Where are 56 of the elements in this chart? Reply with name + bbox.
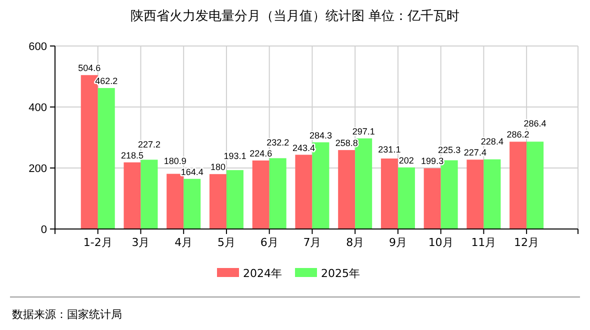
bar [269,158,286,229]
label: 199.3 [421,156,444,166]
y-tick-label: 600 [28,41,47,53]
label: 231.1 [378,144,401,154]
y-tick-label: 200 [28,163,47,175]
label: 224.6 [250,148,272,158]
label: 218.5 [120,150,144,160]
source-note: 数据来源：国家统计局 [12,308,122,321]
legend-label: 2025年 [321,267,360,280]
x-tick-label: 9月 [388,236,407,249]
bar [124,162,141,229]
x-tick-label: 12月 [514,236,540,249]
x-tick-label: 10月 [428,236,454,249]
x-tick-label: 5月 [217,236,236,249]
label: 164.4 [180,166,204,177]
label: 286.2 [506,130,530,140]
x-tick-label: 4月 [174,236,193,249]
y-tick-label: 0 [40,224,47,236]
bar [424,168,441,229]
label: 227.4 [464,148,486,158]
bar [140,160,158,229]
bar [338,150,356,229]
bar [209,174,226,229]
bar [226,170,244,229]
label: 286.4 [524,118,546,129]
bar [98,88,115,229]
bar [380,158,398,229]
x-tick-label: 6月 [260,236,278,249]
label: 225.3 [438,145,461,156]
label: 297.1 [352,126,375,136]
legend-label: 2024年 [243,267,282,280]
label: 232.2 [266,138,290,148]
x-tick-label: 7月 [303,236,322,249]
label: 284.3 [309,130,332,140]
bar [526,142,544,229]
bar [252,160,270,229]
label: 193.1 [224,151,246,162]
x-tick-label: 11月 [471,236,496,249]
bar [398,167,415,229]
bar [510,142,527,229]
label: 228.4 [480,136,504,147]
y-tick-label: 400 [28,102,47,114]
x-tick-label: 3月 [132,236,150,249]
bar [466,160,484,229]
label: 504.6 [78,63,101,74]
bar [184,178,201,229]
label: 180.9 [164,156,186,166]
label: 202 [398,155,414,166]
bar [295,154,312,229]
bar [166,174,184,229]
x-tick-label: 8月 [346,236,364,249]
label: 227.2 [138,139,160,150]
x-tick-label: 1-2月 [83,236,112,249]
label: 180 [210,162,226,172]
chart-title: 陕西省火力发电量分月（当月值）统计图 单位：亿千瓦时 [130,9,460,24]
bar [484,159,501,229]
